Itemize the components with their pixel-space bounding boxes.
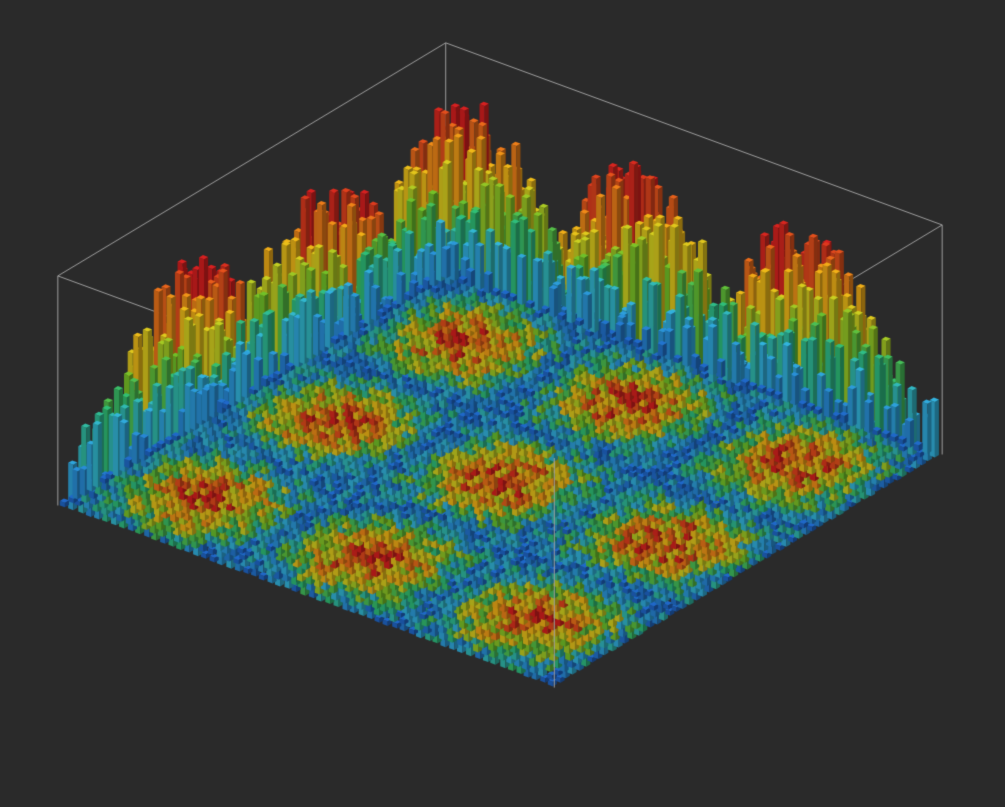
bar-surface-3d-chart bbox=[0, 0, 1005, 807]
